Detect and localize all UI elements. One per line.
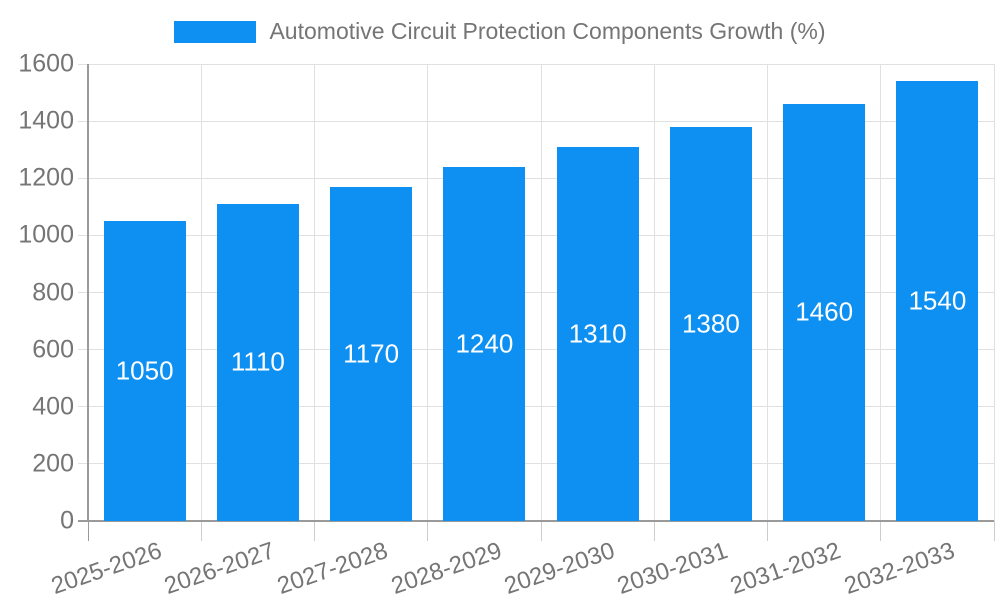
x-gridline (993, 64, 995, 521)
bar-value-label: 1110 (230, 346, 285, 377)
x-axis-tick-label: 2031-2032 (727, 537, 845, 600)
y-gridline (78, 120, 994, 122)
bar-value-label: 1050 (115, 355, 174, 386)
x-tick (427, 521, 429, 541)
y-gridline (78, 463, 994, 465)
x-tick (767, 521, 768, 541)
y-axis-tick-label: 200 (32, 449, 74, 478)
x-axis-tick-label: 2028-2029 (387, 537, 505, 600)
y-axis-tick-label: 0 (60, 506, 74, 535)
bar-value-label: 1170 (343, 338, 400, 369)
x-gridline (540, 64, 542, 521)
y-axis-tick-label: 600 (32, 335, 74, 364)
bar-value-label: 1540 (908, 285, 967, 316)
y-axis-tick-label: 1600 (18, 49, 74, 78)
bar (783, 103, 866, 521)
y-axis-tick-label: 400 (32, 392, 74, 421)
x-axis-line (78, 520, 994, 522)
y-axis-line (87, 64, 89, 521)
x-tick (880, 521, 882, 541)
y-axis-tick-label: 800 (32, 278, 74, 306)
bar (556, 146, 639, 521)
y-axis-tick-label: 1000 (18, 220, 74, 249)
legend-series-label: Automotive Circuit Protection Components… (269, 18, 826, 44)
x-tick (540, 521, 542, 541)
bar (216, 203, 299, 521)
x-gridline (427, 64, 429, 521)
x-tick (314, 521, 315, 541)
y-gridline (78, 406, 994, 408)
x-axis-tick-label: 2027-2028 (274, 537, 392, 600)
x-gridline (653, 64, 655, 521)
bar (669, 126, 752, 521)
x-tick (653, 521, 655, 541)
x-tick (993, 521, 995, 541)
chart-legend: Automotive Circuit Protection Components… (0, 18, 1000, 45)
bar (896, 81, 979, 521)
x-gridline (880, 64, 882, 521)
bar-value-label: 1460 (795, 296, 854, 327)
x-axis-tick-label: 2032-2033 (840, 537, 958, 600)
bar (103, 221, 186, 521)
x-tick (87, 521, 89, 541)
bar-value-label: 1310 (568, 318, 627, 349)
x-axis-tick-label: 2029-2030 (500, 537, 619, 600)
y-gridline (78, 292, 994, 293)
x-axis-tick-label: 2025-2026 (47, 537, 166, 600)
y-gridline (78, 234, 994, 236)
bar-value-label: 1240 (455, 328, 514, 359)
x-tick (200, 521, 202, 541)
bar-value-label: 1380 (681, 308, 740, 339)
bar (443, 166, 526, 521)
bar (330, 186, 413, 521)
x-gridline (767, 64, 768, 521)
y-axis-tick-label: 1400 (18, 106, 74, 135)
x-gridline (200, 64, 202, 521)
x-axis-tick-label: 2030-2031 (614, 537, 732, 600)
y-gridline (78, 177, 994, 179)
legend-swatch-icon (174, 20, 257, 43)
y-axis-tick-label: 1200 (18, 163, 74, 192)
y-gridline (78, 63, 994, 65)
y-gridline (78, 349, 994, 351)
x-gridline (314, 64, 315, 521)
x-axis-tick-label: 2026-2027 (161, 537, 279, 600)
